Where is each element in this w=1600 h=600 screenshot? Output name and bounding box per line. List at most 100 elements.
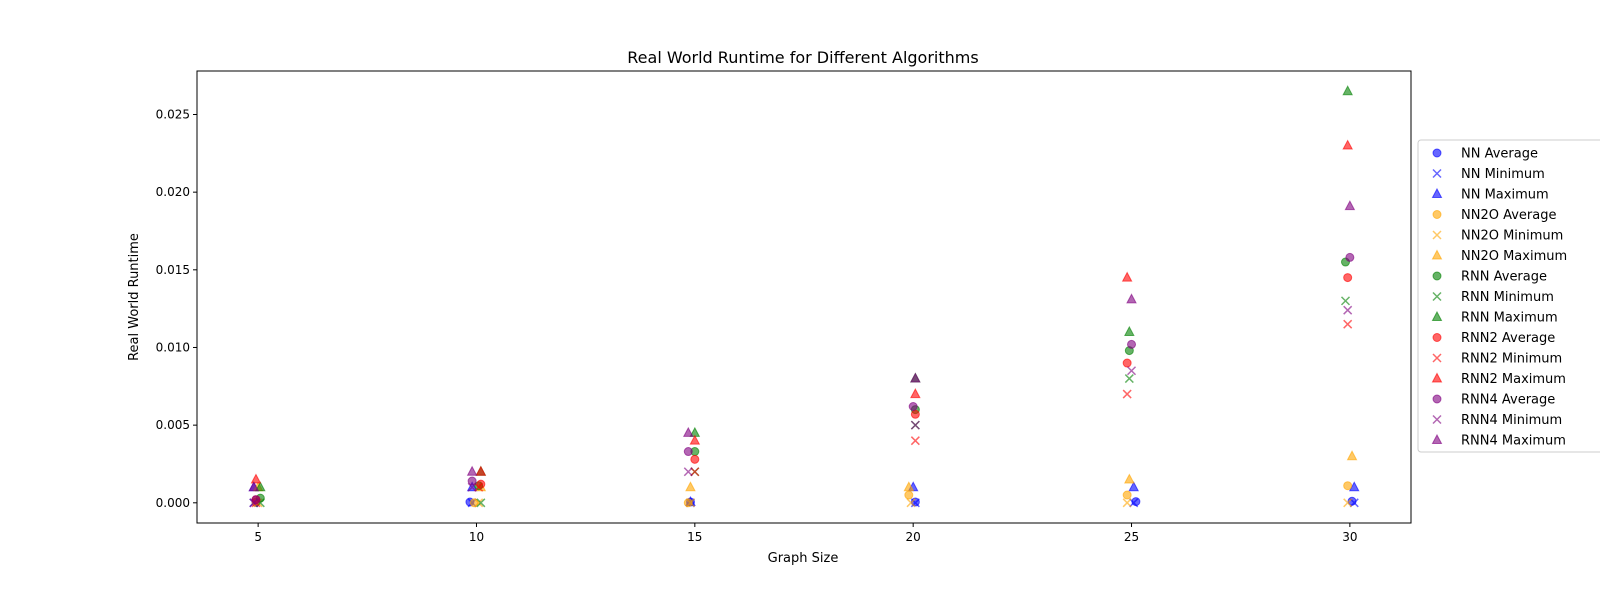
plot-frame — [196, 70, 1412, 524]
rnn4-maximum-point — [248, 481, 260, 492]
y-axis-label: Real World Runtime — [127, 233, 142, 361]
rnn4-average-point — [908, 402, 918, 412]
legend-label-rnn2-average: RNN2 Average — [1461, 331, 1555, 346]
legend-marker-rnn2-average — [1432, 333, 1442, 342]
x-axis-label: Graph Size — [768, 551, 839, 566]
rnn2-maximum-point — [689, 434, 701, 445]
legend-box — [1417, 139, 1600, 453]
rnn4-minimum-point — [467, 482, 477, 492]
nn2o-average-point — [904, 490, 914, 500]
rnn4-maximum-point — [682, 426, 694, 437]
x-tick-label: 25 — [1124, 530, 1139, 544]
legend-label-nn-minimum: NN Minimum — [1461, 167, 1545, 182]
rnn2-maximum-point — [250, 473, 262, 484]
x-tick-label: 5 — [254, 530, 262, 544]
rnn-maximum-point — [254, 481, 266, 492]
rnn4-minimum-point — [249, 498, 259, 508]
legend-label-nn2o-maximum: NN2O Maximum — [1461, 249, 1567, 264]
rnn2-average-point — [1122, 358, 1132, 368]
legend-marker-nn-minimum — [1432, 168, 1442, 179]
rnn4-minimum-point — [683, 467, 693, 477]
legend-marker-rnn-maximum — [1431, 310, 1443, 321]
rnn-minimum-point — [1124, 374, 1134, 384]
plot-layer — [248, 85, 1360, 508]
nn2o-maximum-point — [685, 481, 696, 492]
legend-marker-nn-average — [1432, 148, 1442, 158]
nn2o-average-point — [683, 498, 693, 508]
y-tick-label: 0.015 — [156, 263, 190, 277]
rnn2-average-point — [910, 409, 920, 419]
chart-title: Real World Runtime for Different Algorit… — [627, 48, 978, 67]
nn-minimum-point — [1129, 498, 1139, 508]
rnn2-minimum-point — [1122, 389, 1132, 399]
rnn4-maximum-point — [910, 372, 921, 383]
legend-label-rnn-minimum: RNN Minimum — [1461, 290, 1554, 305]
legend-marker-rnn-minimum — [1432, 291, 1442, 302]
y-tick-label: 0.020 — [156, 185, 190, 199]
legend-label-nn-average: NN Average — [1461, 147, 1538, 162]
rnn2-maximum-point — [475, 465, 487, 476]
nn2o-minimum-point — [685, 498, 695, 508]
legend-label-rnn4-average: RNN4 Average — [1461, 393, 1555, 408]
legend-label-nn2o-average: NN2O Average — [1461, 208, 1556, 223]
rnn4-maximum-point — [1344, 200, 1356, 211]
nn2o-minimum-point — [1343, 498, 1353, 508]
y-tick-label: 0.005 — [156, 418, 190, 432]
legend-marker-nn-maximum — [1431, 187, 1443, 198]
legend-marker-rnn4-maximum — [1431, 433, 1443, 444]
rnn2-average-point — [690, 454, 700, 464]
rnn2-average-point — [1343, 273, 1353, 283]
legend-label-nn2o-minimum: NN2O Minimum — [1461, 229, 1563, 244]
legend-label-nn-maximum: NN Maximum — [1461, 188, 1549, 203]
rnn4-minimum-point — [910, 420, 920, 430]
rnn4-minimum-point — [1126, 366, 1137, 376]
nn2o-minimum-point — [474, 498, 484, 508]
rnn4-average-point — [1127, 339, 1137, 349]
nn2o-average-point — [1343, 481, 1353, 491]
legend-label-rnn2-minimum: RNN2 Minimum — [1461, 352, 1562, 367]
legend-marker-nn2o-average — [1432, 210, 1442, 219]
legend-marker-rnn4-minimum — [1432, 414, 1442, 425]
rnn2-minimum-point — [910, 436, 920, 446]
nn2o-maximum-point — [903, 481, 915, 492]
rnn-maximum-point — [1342, 85, 1354, 96]
rnn4-maximum-point — [466, 465, 478, 476]
rnn2-minimum-point — [690, 467, 700, 477]
nn2o-average-point — [1122, 490, 1132, 500]
x-tick-label: 15 — [687, 530, 702, 544]
legend-marker-rnn4-average — [1432, 394, 1442, 404]
nn2o-minimum-point — [1122, 498, 1132, 508]
legend-label-rnn-average: RNN Average — [1461, 270, 1547, 285]
x-tick-label: 20 — [906, 530, 921, 544]
rnn2-minimum-point — [1343, 319, 1353, 329]
rnn2-maximum-point — [1342, 139, 1354, 150]
legend: NN Average NN Minimum NN Maximum NN2O Avera… — [1417, 139, 1600, 453]
nn2o-maximum-point — [1124, 473, 1135, 484]
nn2o-minimum-point — [906, 498, 916, 508]
rnn4-maximum-point — [1126, 293, 1137, 304]
rnn-minimum-point — [1340, 296, 1351, 306]
rnn4-average-point — [467, 476, 477, 486]
x-tick-label: 10 — [469, 530, 484, 544]
legend-marker-rnn2-maximum — [1431, 372, 1443, 383]
y-tick-label: 0.000 — [156, 496, 190, 510]
legend-marker-rnn2-minimum — [1432, 353, 1442, 363]
legend-label-rnn4-maximum: RNN4 Maximum — [1461, 434, 1566, 449]
nn-maximum-point — [1128, 481, 1140, 492]
legend-label-rnn4-minimum: RNN4 Minimum — [1461, 413, 1562, 428]
rnn-maximum-point — [1124, 325, 1135, 336]
legend-marker-nn2o-maximum — [1431, 249, 1443, 260]
nn-minimum-point — [1349, 498, 1359, 508]
rnn-minimum-point — [476, 498, 486, 508]
legend-marker-rnn-average — [1432, 271, 1442, 281]
rnn4-minimum-point — [1343, 305, 1353, 315]
legend-label-rnn2-maximum: RNN2 Maximum — [1461, 372, 1566, 387]
rnn2-maximum-point — [910, 388, 921, 399]
rnn2-minimum-point — [474, 482, 484, 492]
rnn4-average-point — [683, 447, 693, 457]
x-tick-label: 30 — [1342, 530, 1357, 544]
legend-marker-nn2o-minimum — [1432, 230, 1442, 240]
nn2o-maximum-point — [1346, 450, 1358, 461]
legend-label-rnn-maximum: RNN Maximum — [1461, 311, 1558, 326]
